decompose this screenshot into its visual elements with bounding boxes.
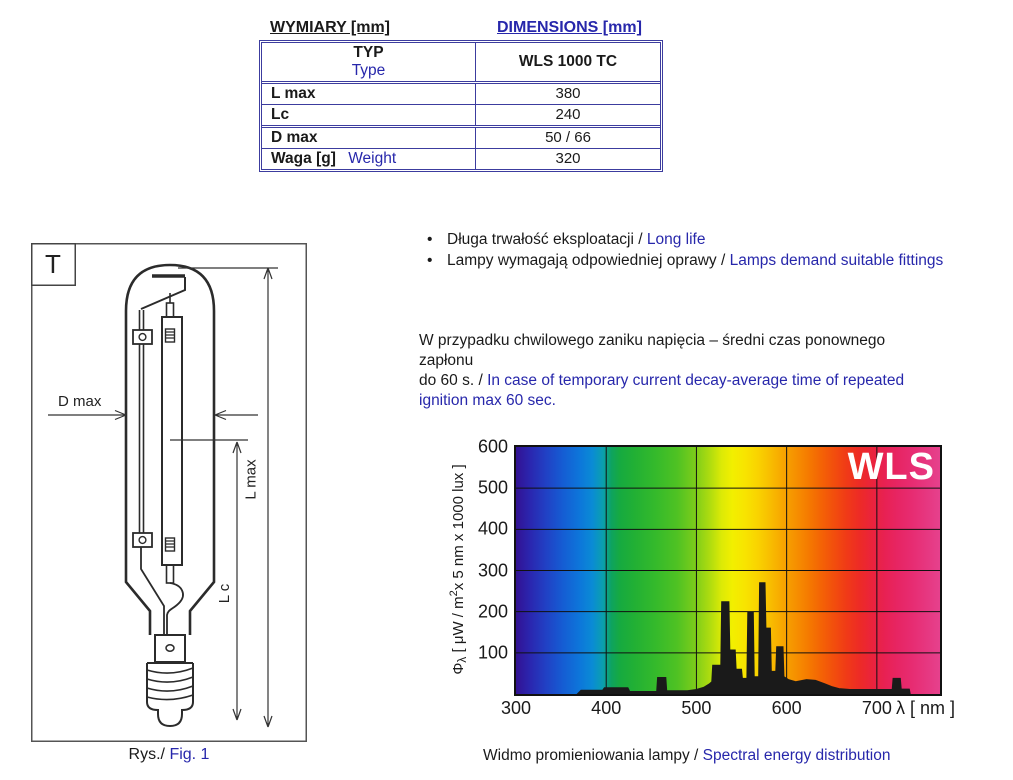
- arc-tube-assembly: [132, 274, 186, 635]
- model-cell: WLS 1000 TC: [518, 53, 618, 70]
- lamp-figure: T D max L max L c: [31, 243, 307, 742]
- feature-en: Long life: [646, 231, 706, 248]
- figure-border: [31, 243, 307, 742]
- x-tick-label: 300: [500, 698, 532, 718]
- row-label-en: Weight: [348, 150, 397, 167]
- bulb-outline: [124, 263, 216, 728]
- l-c-label: L c: [216, 583, 234, 604]
- x-tick-label: 700: [861, 698, 892, 718]
- feature-pl: Lampy wymagają odpowiedniej oprawy /: [447, 252, 730, 269]
- spectrum-area: [576, 582, 911, 694]
- x-axis-unit-label: λ [ nm ]: [896, 698, 956, 718]
- row-label: D max: [271, 129, 318, 146]
- bullet-icon: •: [427, 252, 433, 269]
- note-line: do 60 s. / In case of temporary current …: [419, 372, 905, 389]
- dimension-lines: [48, 267, 278, 728]
- y-tick-label: 600: [477, 436, 508, 457]
- l-max-label: L max: [242, 459, 260, 500]
- type-label-pl: TYP: [353, 44, 384, 61]
- d-max-label: D max: [58, 393, 102, 410]
- y-tick-label: 200: [477, 601, 508, 622]
- row-value: 240: [555, 106, 581, 123]
- type-label-en: Type: [351, 62, 386, 79]
- x-axis-ticks: 300 400 500 600 700: [501, 698, 940, 720]
- y-tick-label: 100: [477, 642, 508, 663]
- bulb-shape-code: T: [45, 248, 61, 279]
- spectral-chart: WLS: [514, 445, 942, 696]
- row-value: 380: [555, 85, 581, 102]
- list-item: • Lampy wymagają odpowiedniej oprawy / L…: [427, 250, 952, 271]
- row-label: Lc: [271, 106, 290, 123]
- x-tick-label: 400: [591, 698, 622, 718]
- lamp-drawing: [31, 243, 307, 742]
- chart-logo: WLS: [847, 446, 935, 488]
- t-box: [31, 243, 76, 286]
- dimensions-table: TYP Type WLS 1000 TC L max 380 Lc 240 D …: [259, 40, 663, 172]
- reignition-note: W przypadku chwilowego zaniku napięcia –…: [419, 331, 979, 411]
- row-value: 320: [555, 150, 581, 167]
- table-header-row: TYP Type WLS 1000 TC: [262, 43, 660, 84]
- feature-list: • Długa trwałość eksploatacji / Long lif…: [427, 229, 952, 271]
- bullet-icon: •: [427, 231, 433, 248]
- row-value: 50 / 66: [545, 129, 591, 146]
- figure-caption-en: Fig. 1: [169, 746, 210, 763]
- y-tick-label: 400: [477, 518, 508, 539]
- row-label: Waga [g]: [271, 150, 336, 167]
- table-row: Waga [g] Weight 320: [262, 149, 660, 169]
- row-label: L max: [271, 85, 316, 102]
- table-title-polish: WYMIARY [mm]: [270, 19, 390, 36]
- note-line: ignition max 60 sec.: [419, 392, 556, 409]
- y-tick-label: 300: [477, 560, 508, 580]
- y-tick-label: 500: [477, 477, 508, 498]
- chart-caption-pl: Widmo promieniowania lampy /: [483, 747, 703, 764]
- table-title-english: DIMENSIONS [mm]: [497, 19, 642, 36]
- figure-caption: Rys./ Fig. 1: [31, 746, 307, 764]
- table-row: L max 380: [262, 84, 660, 105]
- type-header-cell: TYP Type: [262, 43, 476, 81]
- chart-caption: Widmo promieniowania lampy / Spectral en…: [483, 747, 891, 765]
- feature-en: Lamps demand suitable fittings: [729, 252, 944, 269]
- list-item: • Długa trwałość eksploatacji / Long lif…: [427, 229, 952, 250]
- chart-caption-en: Spectral energy distribution: [702, 747, 891, 764]
- figure-caption-pl: Rys./: [128, 746, 165, 763]
- note-line: W przypadku chwilowego zaniku napięcia –…: [419, 332, 886, 349]
- spectrum-plot-svg: [516, 447, 940, 694]
- y-axis-ticks: 100 200 300 400 500 600: [430, 437, 508, 694]
- feature-pl: Długa trwałość eksploatacji /: [447, 231, 647, 248]
- note-line: zapłonu: [419, 352, 474, 369]
- table-row: Lc 240: [262, 105, 660, 128]
- x-tick-label: 500: [681, 698, 712, 718]
- table-row: D max 50 / 66: [262, 128, 660, 149]
- x-tick-label: 600: [771, 698, 802, 718]
